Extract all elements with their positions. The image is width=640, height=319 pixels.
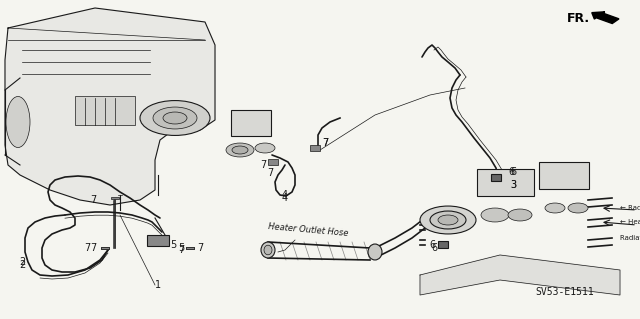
Polygon shape bbox=[5, 8, 215, 205]
Text: 3: 3 bbox=[510, 180, 516, 190]
Bar bbox=[101, 247, 109, 249]
Text: ← Radiator Upper Hose: ← Radiator Upper Hose bbox=[620, 205, 640, 211]
Text: 7: 7 bbox=[267, 168, 273, 178]
Text: ← Heater Inlet Hose: ← Heater Inlet Hose bbox=[620, 219, 640, 225]
Bar bbox=[491, 174, 501, 181]
Bar bbox=[186, 247, 194, 249]
Bar bbox=[101, 247, 109, 249]
Text: 6: 6 bbox=[430, 240, 436, 250]
Text: 7: 7 bbox=[197, 243, 204, 253]
Text: 1: 1 bbox=[155, 280, 161, 290]
Text: 3: 3 bbox=[510, 180, 516, 190]
Text: 7: 7 bbox=[90, 243, 96, 253]
Bar bbox=[310, 145, 320, 151]
Circle shape bbox=[226, 143, 254, 157]
FancyBboxPatch shape bbox=[539, 162, 589, 189]
Text: Radiator Lower Hose: Radiator Lower Hose bbox=[620, 235, 640, 241]
Text: FR.: FR. bbox=[567, 11, 590, 25]
Circle shape bbox=[153, 107, 197, 129]
Text: 7: 7 bbox=[178, 245, 184, 255]
Circle shape bbox=[163, 112, 187, 124]
Text: SV53-E1511: SV53-E1511 bbox=[536, 287, 595, 297]
FancyArrow shape bbox=[592, 12, 619, 24]
Circle shape bbox=[481, 208, 509, 222]
FancyBboxPatch shape bbox=[477, 169, 534, 196]
Circle shape bbox=[545, 203, 565, 213]
Circle shape bbox=[232, 146, 248, 154]
Ellipse shape bbox=[261, 242, 275, 258]
Ellipse shape bbox=[264, 245, 272, 255]
Circle shape bbox=[420, 206, 476, 234]
Text: 4: 4 bbox=[282, 190, 288, 200]
Circle shape bbox=[430, 211, 466, 229]
FancyBboxPatch shape bbox=[231, 110, 271, 136]
Circle shape bbox=[568, 203, 588, 213]
Bar bbox=[438, 241, 448, 248]
Text: 5: 5 bbox=[170, 240, 176, 250]
Circle shape bbox=[255, 143, 275, 153]
Circle shape bbox=[438, 215, 458, 225]
Bar bbox=[111, 197, 119, 199]
Ellipse shape bbox=[6, 96, 30, 147]
Circle shape bbox=[508, 209, 532, 221]
FancyBboxPatch shape bbox=[147, 235, 169, 246]
Text: 6: 6 bbox=[508, 167, 514, 177]
Text: 7: 7 bbox=[84, 243, 90, 253]
FancyBboxPatch shape bbox=[75, 96, 135, 125]
Text: 4: 4 bbox=[282, 193, 288, 203]
Polygon shape bbox=[420, 255, 620, 295]
Text: 6: 6 bbox=[432, 243, 438, 253]
Circle shape bbox=[140, 100, 210, 136]
Text: 2: 2 bbox=[19, 260, 25, 270]
Text: 2: 2 bbox=[19, 257, 25, 267]
Bar bbox=[268, 159, 278, 165]
Text: 5: 5 bbox=[178, 243, 184, 253]
Text: 7: 7 bbox=[322, 138, 328, 148]
Text: Heater Outlet Hose: Heater Outlet Hose bbox=[268, 222, 348, 238]
Text: 7: 7 bbox=[260, 160, 266, 170]
Text: 6: 6 bbox=[510, 167, 516, 177]
Ellipse shape bbox=[368, 244, 382, 260]
Text: 7: 7 bbox=[322, 138, 328, 148]
Bar bbox=[186, 247, 194, 249]
Text: 7: 7 bbox=[90, 195, 96, 205]
